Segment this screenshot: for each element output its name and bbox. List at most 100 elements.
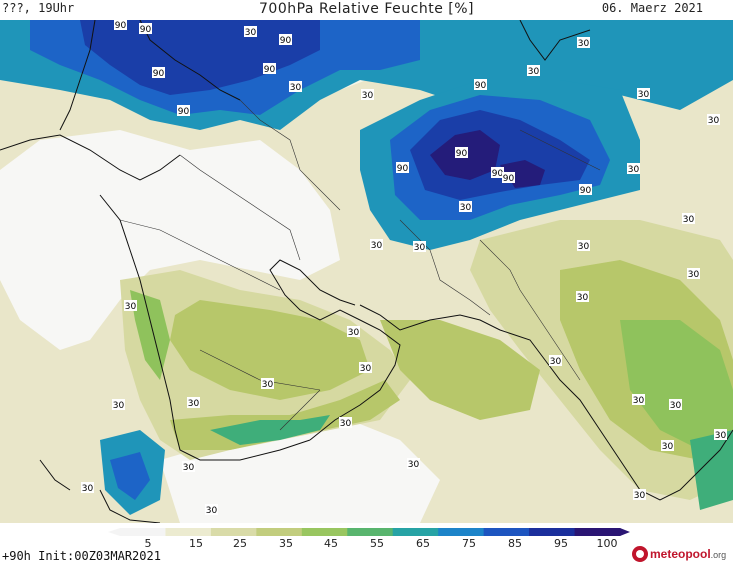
svg-text:90: 90 xyxy=(140,25,152,35)
colorbar-segment xyxy=(210,528,257,536)
svg-text:90: 90 xyxy=(503,174,515,184)
svg-text:30: 30 xyxy=(408,460,420,470)
humidity-field-85-iran xyxy=(410,110,590,200)
humidity-field-55-aden xyxy=(210,415,330,445)
colorbar-segment xyxy=(120,528,166,536)
svg-text:90: 90 xyxy=(264,65,276,75)
humidity-field-85-blacksea xyxy=(80,20,320,95)
colorbar-segment xyxy=(574,528,621,536)
contour-label: 90 xyxy=(114,20,127,31)
colorbar-tick-label: 5 xyxy=(145,537,152,549)
colorbar-segment xyxy=(165,528,212,536)
contour-label: 30 xyxy=(682,213,695,225)
header-bar: ???, 19Uhr 700hPa Relative Feuchte [%] 0… xyxy=(0,0,733,20)
contour-label: 30 xyxy=(576,291,589,303)
colorbar-tick-label: 45 xyxy=(324,537,338,549)
contour-label: 30 xyxy=(459,201,472,213)
svg-text:30: 30 xyxy=(688,270,700,280)
svg-text:30: 30 xyxy=(638,90,650,100)
contour-label: 30 xyxy=(347,326,360,338)
contour-label: 30 xyxy=(637,88,650,100)
colorbar-segment xyxy=(301,528,348,536)
contour-label: 90 xyxy=(455,147,468,159)
contour-label: 30 xyxy=(687,268,700,280)
svg-text:30: 30 xyxy=(577,293,589,303)
contour-label: 90 xyxy=(177,105,190,117)
brand-tld: .org xyxy=(710,550,727,560)
run-info: +90h Init:00Z03MAR2021 xyxy=(2,549,161,563)
colorbar-tick-label: 55 xyxy=(370,537,384,549)
colorbar-segment xyxy=(483,528,530,536)
svg-text:30: 30 xyxy=(371,241,383,251)
svg-text:30: 30 xyxy=(628,165,640,175)
colorbar-extend-low xyxy=(108,528,120,536)
svg-text:30: 30 xyxy=(662,442,674,452)
colorbar-segment xyxy=(256,528,303,536)
svg-text:90: 90 xyxy=(580,186,592,196)
svg-text:30: 30 xyxy=(82,484,94,494)
contour-label: 30 xyxy=(205,504,218,516)
meteopool-icon xyxy=(632,546,648,562)
svg-text:90: 90 xyxy=(153,69,165,79)
contour-label: 30 xyxy=(527,65,540,77)
contour-label: 90 xyxy=(502,172,515,184)
contour-label: 30 xyxy=(359,362,372,374)
footer: 5 15 25 35 45 55 65 75 85 95 100 +90h Init:00Z03MA… xyxy=(0,523,733,566)
contour-label: 30 xyxy=(577,240,590,252)
contour-label: 30 xyxy=(182,461,195,473)
colorbar-segment xyxy=(347,528,394,536)
contour-label: 30 xyxy=(714,429,727,441)
contour-label: 30 xyxy=(261,378,274,390)
svg-text:30: 30 xyxy=(206,506,218,516)
svg-text:90: 90 xyxy=(492,169,504,179)
contour-label: 30 xyxy=(407,458,420,470)
colorbar-tick-label: 75 xyxy=(462,537,476,549)
contour-label: 30 xyxy=(187,397,200,409)
svg-text:30: 30 xyxy=(348,328,360,338)
contour-label: 30 xyxy=(633,489,646,501)
country-borders xyxy=(119,99,601,431)
dry-zone xyxy=(0,130,340,350)
svg-text:90: 90 xyxy=(178,107,190,117)
humidity-field-45-redsea xyxy=(130,290,170,380)
contour-label: 30 xyxy=(244,26,257,38)
contour-label: 30 xyxy=(112,399,125,411)
humidity-field-75-horn xyxy=(110,452,150,500)
brand-name: meteopool xyxy=(650,547,711,561)
svg-text:30: 30 xyxy=(683,215,695,225)
humidity-field-55-southindia xyxy=(690,430,733,510)
colorbar-tick-label: 35 xyxy=(279,537,293,549)
meteopool-logo: meteopool.org xyxy=(632,545,726,563)
contour-label: 90 xyxy=(491,167,504,179)
contour-label: 30 xyxy=(669,399,682,411)
contour-label: 30 xyxy=(339,417,352,429)
contour-label: 90 xyxy=(152,67,165,79)
svg-text:30: 30 xyxy=(340,419,352,429)
humidity-field-35-arabiansea xyxy=(380,320,540,420)
svg-text:90: 90 xyxy=(115,21,127,31)
svg-text:30: 30 xyxy=(183,463,195,473)
colorbar-tick-label: 65 xyxy=(416,537,430,549)
svg-text:30: 30 xyxy=(528,67,540,77)
colorbar-tick-label: 95 xyxy=(554,537,568,549)
contour-label: 90 xyxy=(396,162,409,174)
colorbar-tick-label: 100 xyxy=(597,537,618,549)
contour-label: 30 xyxy=(707,114,720,126)
svg-text:30: 30 xyxy=(360,364,372,374)
humidity-field-45-india xyxy=(620,320,733,450)
svg-text:30: 30 xyxy=(578,39,590,49)
contour-label: 90 xyxy=(279,34,292,46)
colorbar-tick-label: 85 xyxy=(508,537,522,549)
contour-label: 30 xyxy=(627,163,640,175)
contour-label: 30 xyxy=(81,482,94,494)
contour-label: 30 xyxy=(370,239,383,251)
colorbar-tick-label: 25 xyxy=(233,537,247,549)
svg-text:30: 30 xyxy=(633,396,645,406)
svg-text:30: 30 xyxy=(113,401,125,411)
svg-text:90: 90 xyxy=(397,164,409,174)
humidity-field-35-arabia xyxy=(170,300,370,400)
contour-label: 30 xyxy=(361,89,374,101)
svg-text:30: 30 xyxy=(634,491,646,501)
svg-text:90: 90 xyxy=(280,36,292,46)
